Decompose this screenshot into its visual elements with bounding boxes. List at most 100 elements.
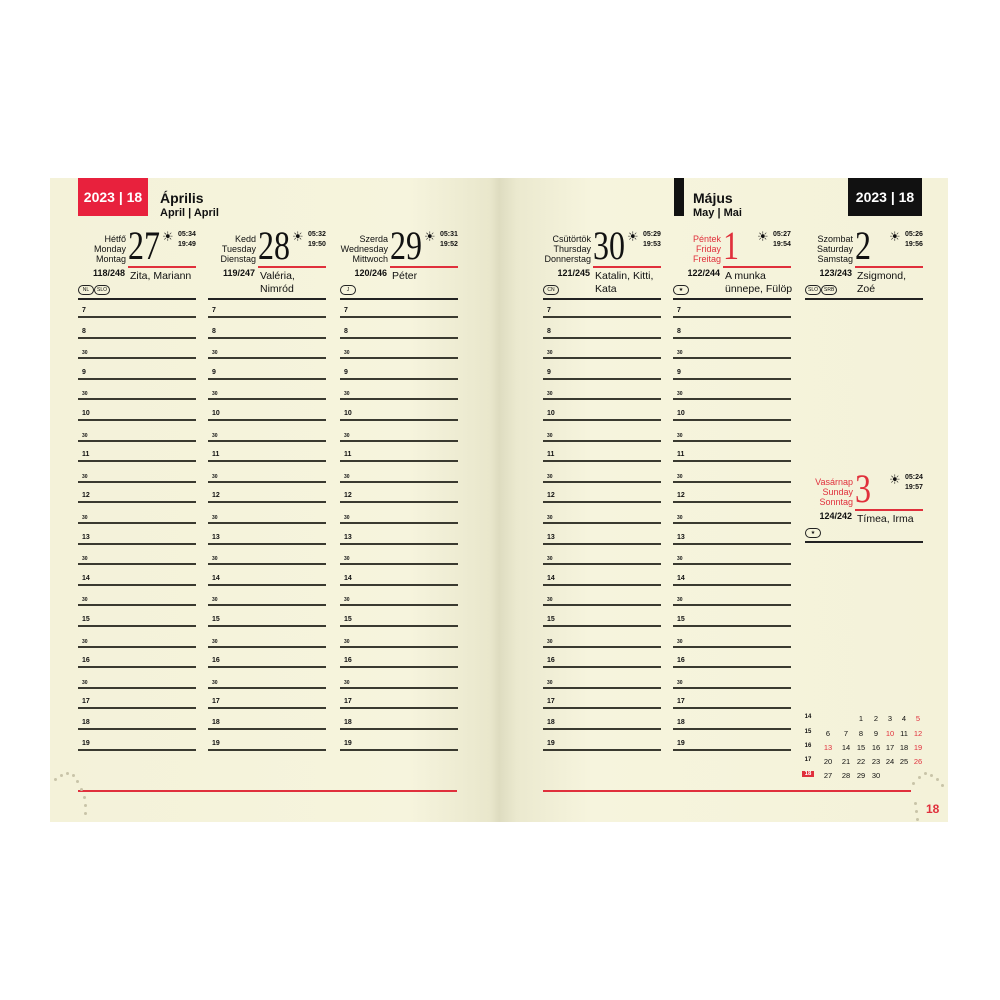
day-underline (128, 266, 196, 268)
hour-line (543, 336, 661, 339)
hour-line (543, 419, 661, 421)
hour-line (78, 336, 196, 339)
hour-line (673, 357, 791, 360)
calendar-day: 11 (900, 729, 908, 738)
calendar-day: 25 (899, 757, 909, 766)
hour-label: 30 (677, 391, 683, 398)
sun-icon: ☀ (424, 230, 436, 245)
hour-label: 10 (344, 410, 352, 417)
hour-label: 17 (212, 698, 220, 706)
hour-line (543, 357, 661, 360)
hour-line (78, 666, 196, 669)
day-separator (673, 298, 791, 300)
hour-label: 19 (547, 739, 555, 747)
month-name: Május (693, 190, 733, 206)
hour-line (543, 666, 661, 669)
day-name: Montag (95, 254, 126, 264)
hour-line (543, 522, 661, 524)
hour-label: 18 (82, 719, 90, 726)
sunrise-sunset: 05:32 19:50 (308, 230, 326, 250)
day-name: Sunday (822, 487, 853, 497)
day-number: 1 (723, 223, 739, 268)
day-of-year: 123/243 (819, 268, 852, 278)
hour-label: 9 (677, 368, 681, 376)
decorative-dot (936, 778, 939, 781)
hour-label: 8 (212, 327, 216, 335)
name-day: Zsigmond, Zoé (857, 270, 907, 295)
hour-line (78, 604, 196, 607)
day-name: Tuesday (221, 244, 256, 254)
country-badge: SLO (805, 285, 822, 295)
hour-line (543, 604, 661, 607)
hour-label: 7 (82, 307, 86, 314)
hour-label: 9 (344, 368, 348, 376)
hour-line (340, 707, 458, 710)
hour-label: 13 (547, 533, 555, 541)
day-names: Szerda Wednesday Mittwoch (318, 234, 388, 264)
hour-label: 30 (212, 391, 218, 398)
decorative-dot (80, 788, 83, 791)
hour-line (208, 336, 326, 339)
hour-line (673, 522, 791, 524)
hour-line (340, 563, 458, 566)
hour-line (78, 501, 196, 504)
hour-label: 30 (677, 679, 683, 686)
hour-label: 16 (677, 657, 685, 665)
decorative-dot (60, 774, 63, 777)
hour-line (673, 460, 791, 463)
sun-icon: ☀ (889, 230, 901, 245)
month-tab (674, 178, 684, 216)
decorative-dot (54, 778, 57, 781)
calendar-day: 27 (823, 771, 833, 780)
day-underline (855, 509, 923, 511)
hour-label: 7 (212, 307, 216, 314)
week-number: 18 (802, 771, 814, 777)
hour-label: 30 (547, 432, 553, 439)
calendar-day: 29 (856, 771, 866, 780)
hour-label: 12 (82, 492, 90, 500)
hour-line (673, 419, 791, 421)
calendar-day: 1 (858, 714, 864, 723)
name-day: Katalin, Kitti, Kata (595, 270, 654, 295)
sun-time: 05:31 (440, 231, 458, 238)
day-names: Csütörtök Thursday Donnerstag (521, 234, 591, 264)
hour-label: 30 (344, 515, 350, 521)
hour-label: 8 (82, 327, 86, 335)
hour-label: 30 (82, 679, 88, 686)
sun-icon: ☀ (757, 230, 769, 245)
day-underline (390, 266, 458, 268)
sun-icon: ☀ (627, 230, 639, 245)
hour-line (208, 480, 326, 483)
hour-label: 11 (212, 451, 220, 459)
hour-label: 30 (547, 515, 553, 521)
hour-line (78, 357, 196, 360)
hour-line (340, 501, 458, 504)
hour-label: 30 (677, 473, 683, 480)
day-name: Friday (695, 244, 721, 254)
day-separator (543, 298, 661, 300)
name-day: Valéria, Nimród (260, 270, 295, 295)
hour-label: 15 (344, 616, 352, 623)
hour-label: 10 (82, 410, 90, 417)
planner-spread: 2023 | 18 Április April | April Május May … (50, 178, 948, 822)
hour-label: 30 (677, 597, 683, 604)
calendar-day: 5 (915, 714, 921, 723)
hour-line (208, 542, 326, 545)
footer-line-right (543, 790, 911, 792)
hour-label: 16 (212, 657, 220, 665)
hour-label: 30 (677, 638, 683, 645)
country-badge: J (340, 285, 356, 295)
hour-label: 30 (344, 391, 350, 398)
hour-line (673, 439, 791, 442)
hour-label: 10 (212, 410, 220, 417)
hour-label: 30 (547, 556, 553, 563)
hour-label: 7 (677, 307, 681, 314)
decorative-dot (924, 772, 927, 775)
calendar-day: 26 (913, 757, 923, 766)
hour-label: 30 (212, 350, 218, 357)
hour-label: 30 (547, 391, 553, 398)
hour-label: 11 (82, 451, 90, 459)
hour-line (340, 748, 458, 751)
decorative-dot (915, 810, 918, 813)
hour-label: 18 (677, 719, 685, 726)
